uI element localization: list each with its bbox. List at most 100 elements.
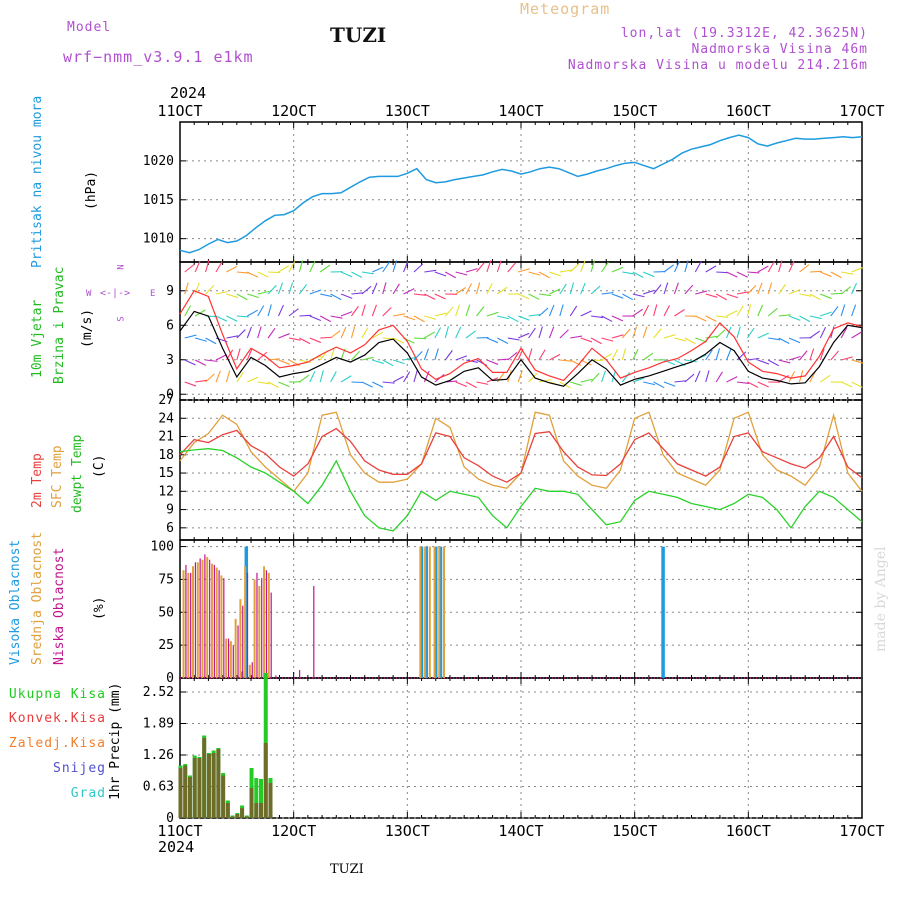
- precipitation-ytick-label: 1.89: [143, 717, 174, 732]
- cloud-bar: [227, 638, 230, 678]
- wind-barb: [455, 304, 461, 317]
- cloud-bar: [661, 546, 665, 678]
- cloud-bar: [192, 566, 195, 678]
- wind-barb: [215, 315, 228, 322]
- wind-barb: [277, 282, 284, 295]
- cloud-bar: [261, 578, 263, 678]
- cloud-bar: [248, 664, 251, 678]
- wind-barb: [642, 305, 650, 317]
- wind-barb: [549, 288, 561, 295]
- wind-barb: [309, 337, 322, 344]
- x-tick-label-top: 13OCT: [385, 102, 430, 120]
- wind-barb: [330, 330, 341, 339]
- wind-barb: [736, 381, 749, 384]
- precipitation-ytick-label: 1.26: [143, 748, 174, 763]
- precip-conv-bar: [259, 803, 264, 818]
- wind-barb: [809, 315, 822, 320]
- wind-barb: [195, 379, 208, 383]
- wind-barb: [361, 304, 366, 317]
- precip-conv-bar: [178, 768, 183, 818]
- wind-barb: [559, 283, 567, 295]
- wind-barb: [569, 282, 575, 295]
- wind-barb: [726, 310, 738, 317]
- wind-barb: [642, 326, 648, 339]
- wind-barb: [392, 375, 404, 383]
- precipitation-frame: [179, 677, 863, 819]
- cloud-bar: [419, 546, 422, 678]
- wind-barb: [549, 353, 561, 361]
- wind-barb: [653, 381, 665, 389]
- wind-barb: [247, 293, 259, 299]
- wind-barb: [559, 359, 572, 362]
- wind-barb: [820, 311, 832, 317]
- wind-barb: [476, 381, 489, 385]
- wind-barb: [267, 284, 277, 295]
- wind-barb: [371, 282, 378, 295]
- wind-barb: [840, 327, 848, 339]
- cloud-bar: [251, 662, 253, 678]
- wind-barb: [611, 315, 624, 322]
- wind-barb: [684, 284, 694, 295]
- wind-barb: [757, 304, 764, 317]
- temperature-ytick-label: 12: [158, 484, 174, 499]
- wind-barb: [350, 326, 356, 339]
- cloud-bar: [267, 572, 270, 678]
- cloud-bar: [239, 599, 242, 678]
- wind-barb: [299, 359, 312, 364]
- wind-barb: [382, 359, 394, 367]
- wind-barb: [476, 262, 485, 273]
- wind-barb: [288, 282, 294, 295]
- wind-barb: [621, 372, 631, 383]
- wind-barb: [330, 315, 343, 319]
- meteogram-label: Meteogram: [520, 0, 611, 18]
- wind-barb: [788, 337, 801, 344]
- lonlat-label: lon,lat (19.3312E, 42.3625N): [620, 26, 868, 41]
- wind-barb: [497, 358, 510, 361]
- wind-barb: [257, 271, 269, 278]
- wind-barb: [246, 309, 259, 317]
- wind-barb: [372, 266, 384, 273]
- temp-2m-line: [179, 427, 863, 483]
- wind-barb: [622, 293, 634, 301]
- wind-barb: [246, 326, 253, 339]
- wind-barb: [497, 286, 508, 295]
- x-tick-label-bottom: 16OCT: [726, 822, 771, 840]
- wind-barb: [726, 348, 732, 361]
- wind-barb: [278, 381, 290, 388]
- precip-total-bar: [254, 778, 259, 818]
- wind-barb: [788, 315, 801, 321]
- wind-barb: [580, 378, 593, 383]
- wind-barb: [507, 315, 519, 323]
- wind-barb: [288, 261, 296, 273]
- wind-barb: [351, 271, 363, 278]
- wind-barb: [663, 282, 669, 295]
- wind-barb: [746, 304, 752, 317]
- wind-barb: [205, 260, 210, 273]
- wind-barb: [486, 337, 499, 344]
- wind-barb: [267, 327, 276, 339]
- wind-barb: [434, 293, 446, 300]
- precip-conv-bar: [211, 753, 216, 818]
- wind-barb: [674, 337, 687, 342]
- wind-barb: [413, 263, 424, 273]
- wind-barb: [528, 348, 533, 361]
- x-tick-label-bottom: 13OCT: [385, 822, 430, 840]
- cloud-bar: [194, 562, 197, 678]
- wind-barb: [715, 371, 723, 383]
- wind-barb: [361, 381, 373, 388]
- precip-conv-bar: [249, 788, 254, 818]
- wind-barb: [840, 304, 846, 317]
- wind-barb: [194, 282, 200, 295]
- temperature-ytick-label: 21: [158, 430, 174, 445]
- cloud-bar: [433, 546, 436, 678]
- wind-barb: [809, 330, 820, 339]
- precip-conv-bar: [187, 777, 192, 818]
- wind-barb: [767, 359, 780, 367]
- wind-barb: [465, 381, 477, 389]
- wind-barb: [424, 293, 436, 300]
- wind-barb: [309, 370, 316, 383]
- x-tick-label-top: 16OCT: [726, 102, 771, 120]
- cloud-bar: [246, 572, 249, 678]
- wind-barb: [278, 265, 290, 273]
- wind-barb: [382, 282, 387, 295]
